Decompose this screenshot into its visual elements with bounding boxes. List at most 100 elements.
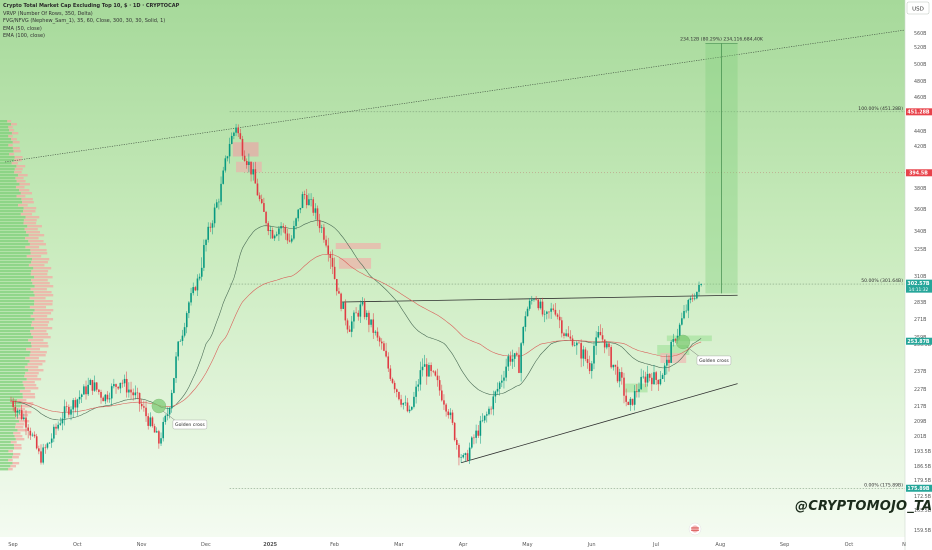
candle-body (282, 226, 285, 227)
price-tag (906, 169, 932, 177)
candle-body (340, 293, 342, 309)
candle-body (453, 422, 456, 440)
volume-bar (0, 456, 13, 459)
candle-body (312, 199, 315, 213)
indicator-fvg[interactable]: FVG/NFVG (Nephew_Sam_1), 35, 60, Close, … (3, 18, 166, 25)
candle-body (33, 434, 36, 437)
candle-body (357, 312, 360, 317)
price-axis-background (905, 0, 932, 550)
volume-bar (7, 120, 12, 123)
candle-body (526, 308, 529, 317)
volume-bar (0, 369, 29, 372)
time-tick-label: Sep (780, 542, 789, 548)
candle-body (678, 324, 681, 336)
volume-bar (25, 216, 40, 219)
candle-body (190, 293, 192, 303)
candle-body (185, 313, 188, 328)
volume-bar (15, 438, 25, 441)
volume-bar (0, 246, 26, 249)
volume-bar (0, 465, 11, 468)
volume-bar (26, 255, 42, 258)
fib-retracement: 100.00% (451.28B) 50.00% (301.64B) 0.00% (… (229, 106, 905, 489)
annotations: Golden cross Golden cross (151, 334, 732, 430)
price-axis[interactable]: 159.5B 165.5B 172.5B 179.5B 186.5B 193.5B 201B… (914, 31, 931, 534)
volume-bar (20, 405, 32, 408)
candle-body (192, 287, 194, 294)
volume-bar (12, 141, 20, 144)
candle-body (582, 349, 585, 359)
candle-body (578, 342, 580, 344)
candle-body (548, 311, 550, 313)
indicator-ema-100[interactable]: EMA (100, close) (3, 33, 45, 40)
candle-body (415, 386, 417, 397)
currency-label[interactable]: USD (912, 7, 924, 13)
volume-bar (0, 273, 31, 276)
candle-body (458, 444, 460, 458)
volume-bar (24, 387, 39, 390)
candle-body (29, 430, 32, 436)
time-tick-label: Oct (73, 542, 82, 548)
volume-bar (8, 126, 13, 129)
candle-body (31, 434, 34, 436)
time-axis[interactable]: Sep Oct Nov Dec 2025 Feb Mar Apr May Jun Jul Aug Sep… (8, 542, 906, 548)
volume-bar (0, 225, 28, 228)
candle-body (648, 373, 651, 378)
candle-body (657, 379, 660, 385)
volume-bar (32, 282, 50, 285)
candle-body (393, 382, 396, 390)
volume-bar (0, 336, 33, 339)
candle-body (327, 245, 330, 255)
indicator-vrvp[interactable]: VRVP (Number Of Rows, 350, Delta) (3, 10, 93, 17)
volume-bar (0, 216, 26, 219)
candle-body (320, 227, 323, 229)
candle-body (301, 194, 304, 208)
volume-bar (12, 462, 20, 465)
candle-body (633, 391, 636, 405)
candle-body (584, 349, 587, 360)
candle-body (53, 426, 55, 439)
price-tag-label: 302.57B (907, 281, 930, 287)
candle-body (389, 368, 392, 379)
candle-body (318, 219, 321, 229)
candle-body (57, 424, 59, 429)
price-tick-label: 440B (914, 129, 926, 135)
volume-bar (15, 417, 25, 420)
price-tick-label: 237B (914, 369, 926, 375)
candle-body (87, 384, 89, 395)
candle-body (428, 365, 430, 377)
price-tag-label: 394.5B (909, 171, 928, 177)
candle-body (558, 316, 561, 321)
volume-bar (17, 429, 27, 432)
candle-body (616, 366, 619, 382)
candle-body (400, 399, 402, 405)
candle-body (220, 183, 222, 202)
time-tick-label: Oct (845, 542, 854, 548)
candle-body (355, 312, 357, 314)
candle-body (113, 384, 115, 387)
fib-level-label: 0.00% (175.89B) (864, 482, 903, 488)
volume-profile (0, 120, 54, 471)
indicator-ema-50[interactable]: EMA (50, close) (3, 25, 42, 32)
volume-bar (23, 222, 37, 225)
candle-body (218, 201, 220, 203)
volume-bar (34, 276, 53, 279)
candle-body (666, 359, 668, 366)
candle-body (518, 354, 520, 373)
candle-body (621, 372, 623, 378)
ema-50-line (10, 220, 702, 421)
price-tick-label: 193.5B (914, 449, 931, 455)
candle-body (571, 338, 574, 346)
volume-bar (0, 366, 25, 369)
time-tick-label: Sep (8, 542, 17, 548)
currency-badge[interactable] (906, 1, 930, 15)
volume-bar (0, 144, 9, 147)
candle-body (93, 382, 96, 391)
candle-body (153, 426, 156, 433)
volume-bar (0, 156, 15, 159)
candle-body (595, 337, 597, 346)
candle-body (490, 408, 492, 410)
candle-body (164, 415, 167, 422)
candle-body (464, 453, 467, 455)
price-tick-label: 283B (914, 300, 926, 306)
